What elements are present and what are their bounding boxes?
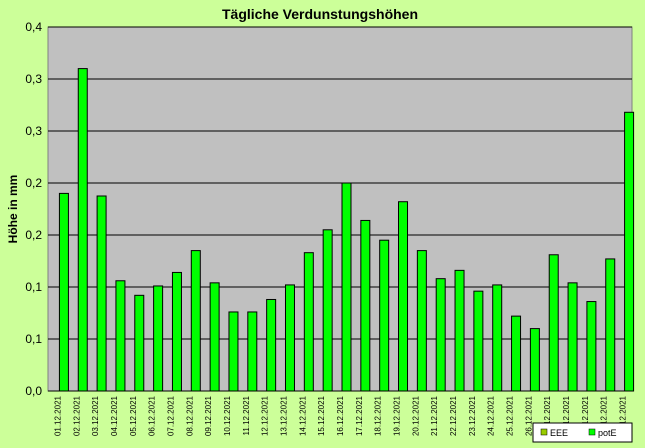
x-tick-label: 02.12.2021 xyxy=(72,395,81,436)
bar xyxy=(171,271,182,392)
x-tick-label: 20.12.2021 xyxy=(411,395,420,436)
bar xyxy=(322,229,333,392)
bar xyxy=(209,282,220,392)
x-tick-label: 01.12.2021 xyxy=(53,395,62,436)
y-axis-label: Höhe in mm xyxy=(6,175,20,244)
bar xyxy=(605,258,616,392)
x-tick-label: 29.12.2021 xyxy=(581,395,590,436)
x-tick-label: 11.12.2021 xyxy=(242,395,251,435)
x-tick-label: 31.12.2021 xyxy=(619,395,628,436)
x-tick-label: 17.12.2021 xyxy=(355,395,364,436)
bar xyxy=(360,219,371,392)
x-tick-label: 23.12.2021 xyxy=(468,395,477,436)
bar xyxy=(247,311,258,392)
bar xyxy=(586,301,597,392)
bar xyxy=(58,192,69,392)
x-tick-label: 28.12.2021 xyxy=(562,395,571,436)
bar xyxy=(134,294,145,392)
y-tick-label: 0,1 xyxy=(25,280,42,294)
x-tick-label: 07.12.2021 xyxy=(166,395,175,436)
y-tick-label: 0,1 xyxy=(25,332,42,346)
bar xyxy=(153,285,164,392)
x-tick-label: 24.12.2021 xyxy=(487,395,496,436)
x-tick-label: 21.12.2021 xyxy=(430,395,439,436)
y-tick-label: 0,3 xyxy=(25,72,42,86)
bar xyxy=(303,252,314,392)
bar xyxy=(548,254,559,392)
y-tick-label: 0,3 xyxy=(25,124,42,138)
bar xyxy=(398,201,409,392)
x-tick-label: 06.12.2021 xyxy=(148,395,157,436)
bar xyxy=(379,239,390,392)
bar xyxy=(115,280,126,392)
x-tick-label: 15.12.2021 xyxy=(317,395,326,436)
legend-label: potE xyxy=(598,428,617,438)
y-tick-label: 0,4 xyxy=(25,20,42,34)
bar xyxy=(529,328,540,392)
x-tick-label: 10.12.2021 xyxy=(223,395,232,436)
x-tick-label: 19.12.2021 xyxy=(393,395,402,436)
bar xyxy=(416,250,427,392)
x-tick-label: 08.12.2021 xyxy=(185,395,194,436)
bar xyxy=(435,278,446,392)
x-tick-label: 27.12.2021 xyxy=(543,395,552,436)
bar xyxy=(511,315,522,392)
x-tick-label: 13.12.2021 xyxy=(279,395,288,436)
bar xyxy=(190,250,201,392)
legend-swatch xyxy=(540,428,548,436)
y-tick-label: 0,2 xyxy=(25,228,42,242)
x-tick-label: 22.12.2021 xyxy=(449,395,458,436)
legend-swatch xyxy=(588,428,596,436)
bar xyxy=(473,290,484,392)
y-tick-label: 0,0 xyxy=(25,384,42,398)
x-tick-label: 09.12.2021 xyxy=(204,395,213,436)
bar xyxy=(454,269,465,392)
bar xyxy=(492,284,503,392)
chart-title: Tägliche Verdunstungshöhen xyxy=(222,6,418,22)
x-tick-label: 04.12.2021 xyxy=(110,395,119,436)
x-tick-label: 26.12.2021 xyxy=(524,395,533,436)
bar xyxy=(77,68,88,392)
x-tick-label: 05.12.2021 xyxy=(129,395,138,436)
x-tick-label: 03.12.2021 xyxy=(91,395,100,436)
bar xyxy=(341,182,352,392)
bar xyxy=(266,298,277,392)
x-tick-label: 18.12.2021 xyxy=(374,395,383,436)
x-tick-label: 14.12.2021 xyxy=(298,395,307,436)
x-tick-label: 25.12.2021 xyxy=(506,395,515,436)
x-tick-label: 16.12.2021 xyxy=(336,395,345,436)
bar xyxy=(567,282,578,392)
legend-box xyxy=(532,422,633,443)
y-tick-label: 0,2 xyxy=(25,176,42,190)
legend-label: EEE xyxy=(550,428,568,438)
bar xyxy=(284,284,295,392)
bar xyxy=(228,311,239,392)
x-tick-label: 12.12.2021 xyxy=(261,395,270,436)
x-tick-label: 30.12.2021 xyxy=(600,395,609,436)
bar xyxy=(96,195,107,392)
bar xyxy=(624,111,635,392)
